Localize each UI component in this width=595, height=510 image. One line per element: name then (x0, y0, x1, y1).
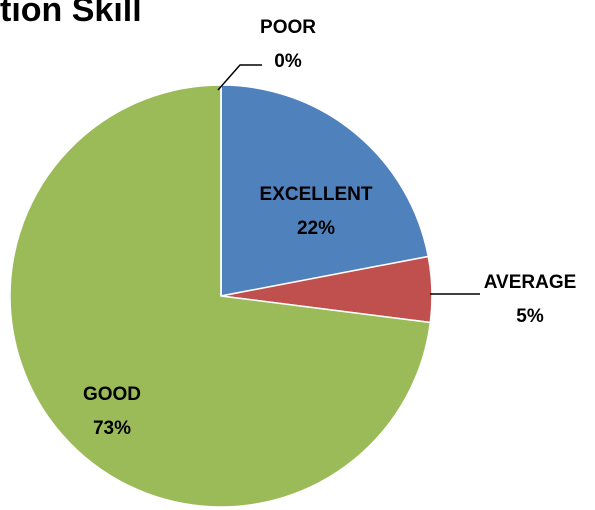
slice-label: GOOD (83, 384, 141, 405)
chart-title: tion Skill (0, 0, 142, 29)
slice-value: 5% (516, 306, 544, 327)
pie-slice (9, 84, 432, 508)
slice-label: EXCELLENT (260, 184, 373, 205)
leader-line (217, 64, 262, 91)
slice-label: POOR (260, 17, 316, 38)
slice-value: 22% (297, 218, 335, 239)
slice-value: 73% (93, 418, 131, 439)
pie-slice (220, 84, 430, 297)
slice-value: 0% (274, 51, 302, 72)
slice-label: AVERAGE (484, 272, 577, 293)
